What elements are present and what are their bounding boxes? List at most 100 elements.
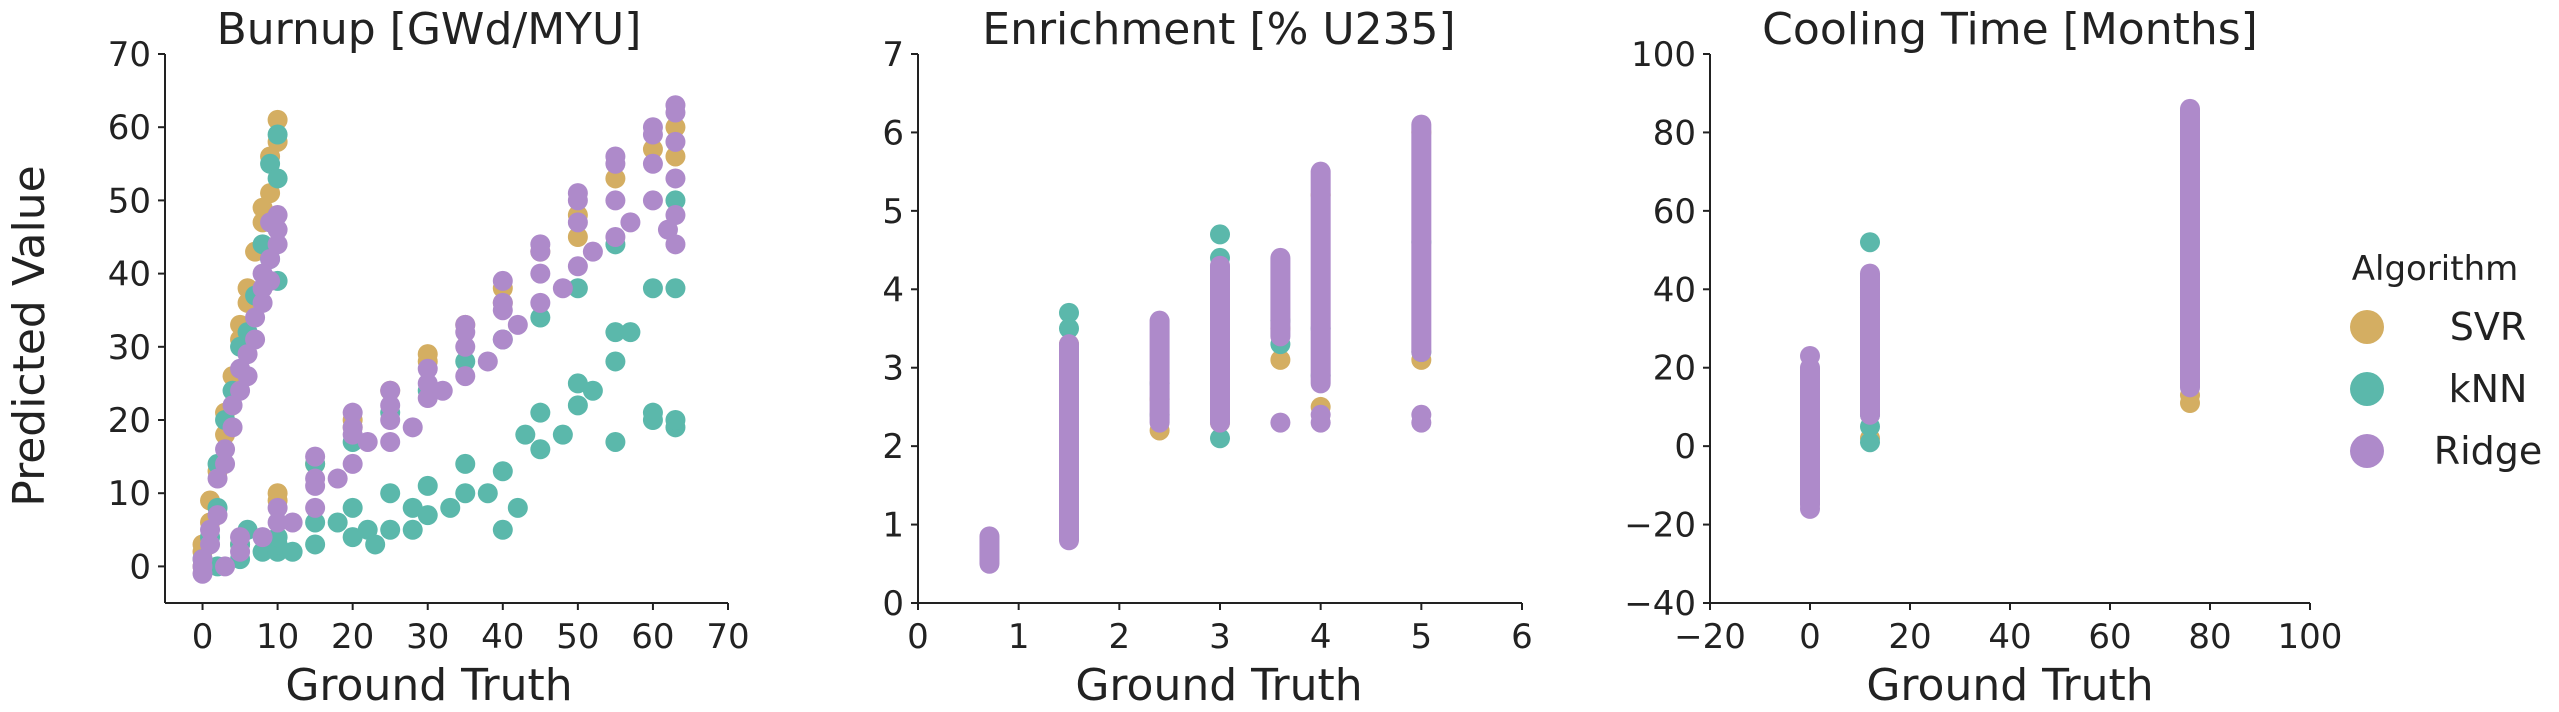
data-point-svr — [267, 483, 288, 504]
data-point-ridge — [507, 314, 528, 335]
data-point-knn — [642, 410, 663, 430]
y-tick-label: −40 — [1624, 584, 1696, 624]
y-tick-label: 0 — [1674, 427, 1696, 467]
data-point-knn — [417, 475, 438, 496]
data-point-ridge — [252, 292, 273, 313]
x-tick-label: 50 — [556, 617, 599, 657]
data-point-ridge — [1800, 498, 1820, 519]
legend-title: Algorithm — [2352, 249, 2519, 289]
data-point-knn — [455, 453, 476, 474]
data-point-ridge — [642, 153, 663, 174]
data-point-ridge — [1411, 404, 1432, 425]
data-point-knn — [665, 278, 686, 299]
legend-label-ridge: Ridge — [2434, 429, 2543, 473]
y-tick-label: 60 — [108, 108, 151, 148]
y-tick-label: 80 — [1653, 113, 1696, 153]
data-point-svr — [567, 227, 588, 247]
enrichment-panel: Enrichment [% U235] Ground Truth 0 1 2 3 4 5 6… — [882, 4, 1532, 711]
enrichment-spines — [917, 54, 1522, 604]
x-tick-label: 80 — [2188, 617, 2231, 657]
data-point-ridge — [1800, 345, 1820, 366]
data-point-ridge — [282, 512, 303, 533]
enrichment-x-axis-label: Ground Truth — [1075, 660, 1362, 711]
x-tick-label: 0 — [907, 617, 929, 657]
data-point-ridge — [342, 402, 363, 423]
x-tick-label: 3 — [1209, 617, 1231, 657]
data-point-ridge — [1310, 404, 1331, 425]
data-point-ridge — [230, 541, 251, 562]
y-tick-label: 10 — [108, 474, 151, 514]
data-point-ridge — [380, 395, 401, 416]
data-point-svr — [267, 109, 288, 130]
data-point-knn — [402, 497, 423, 518]
data-point-ridge — [342, 417, 363, 438]
data-point-knn — [380, 519, 401, 540]
data-point-knn — [1059, 318, 1079, 339]
legend-marker-ridge — [2350, 434, 2384, 468]
data-point-knn — [282, 541, 303, 562]
data-point-ridge — [567, 212, 588, 233]
data-point-ridge — [552, 278, 573, 299]
data-point-ridge — [530, 263, 551, 284]
y-tick-label: 40 — [108, 255, 151, 295]
data-point-knn — [515, 424, 536, 445]
y-tick-label: 40 — [1653, 270, 1696, 310]
y-axis-label: Predicted Value — [4, 165, 55, 506]
data-point-ridge — [327, 468, 348, 489]
data-point-knn — [620, 322, 641, 343]
data-point-knn — [530, 439, 551, 460]
x-tick-label: 20 — [1888, 617, 1931, 657]
legend-marker-knn — [2350, 372, 2384, 406]
data-point-ridge — [380, 410, 401, 430]
data-point-ridge — [492, 329, 513, 350]
data-point-ridge — [380, 380, 401, 401]
data-point-knn — [642, 278, 663, 299]
y-tick-label: 7 — [882, 35, 904, 75]
burnup-panel: Burnup [GWd/MYU] Predicted Value Ground … — [4, 4, 750, 711]
data-point-ridge — [665, 234, 686, 255]
data-point-ridge — [1270, 412, 1291, 433]
data-point-ridge — [665, 168, 686, 189]
y-tick-label: 4 — [882, 270, 904, 310]
data-point-ridge — [417, 388, 438, 409]
y-tick-label: 60 — [1653, 192, 1696, 232]
data-point-knn — [455, 351, 476, 372]
data-point-ridge — [665, 95, 686, 116]
data-point-ridge — [642, 190, 663, 211]
x-tick-label: 2 — [1109, 617, 1131, 657]
data-point-knn — [1210, 428, 1230, 449]
data-point-ridge — [582, 241, 603, 262]
data-point-ridge — [455, 366, 476, 387]
y-tick-label: 100 — [1631, 35, 1696, 75]
y-tick-label: 50 — [108, 181, 151, 221]
data-point-knn — [665, 410, 686, 430]
enrichment-ticks: 0 1 2 3 4 5 6 0 1 2 3 4 5 6 7 — [882, 35, 1532, 657]
data-point-knn — [605, 431, 626, 452]
data-point-knn — [440, 497, 461, 518]
data-point-knn — [605, 351, 626, 372]
burnup-ticks: 0 10 20 30 40 50 60 70 0 10 20 30 40 50 60 70 — [108, 35, 750, 657]
legend-entries: SVR kNN Ridge — [2350, 305, 2542, 473]
y-tick-label: 20 — [1653, 349, 1696, 389]
data-point-ridge — [665, 131, 686, 152]
x-tick-label: 20 — [331, 617, 374, 657]
data-point-ridge — [215, 453, 236, 474]
y-tick-label: 6 — [882, 113, 904, 153]
y-tick-label: 20 — [108, 401, 151, 441]
x-tick-label: 70 — [706, 617, 749, 657]
data-point-knn — [477, 483, 498, 504]
data-point-ridge — [620, 212, 641, 233]
data-point-knn — [1860, 432, 1880, 453]
cooling-time-panel: Cooling Time [Months] Ground Truth −20 0 2… — [1624, 4, 2342, 711]
data-point-ridge — [605, 146, 626, 167]
y-tick-label: 5 — [882, 192, 904, 232]
data-point-knn — [1059, 302, 1079, 323]
data-point-ridge — [417, 358, 438, 379]
x-tick-label: 30 — [406, 617, 449, 657]
data-point-ridge — [432, 380, 453, 401]
data-point-ridge — [305, 497, 326, 518]
data-point-knn — [567, 395, 588, 416]
data-point-ridge — [642, 124, 663, 145]
data-point-knn — [552, 424, 573, 445]
